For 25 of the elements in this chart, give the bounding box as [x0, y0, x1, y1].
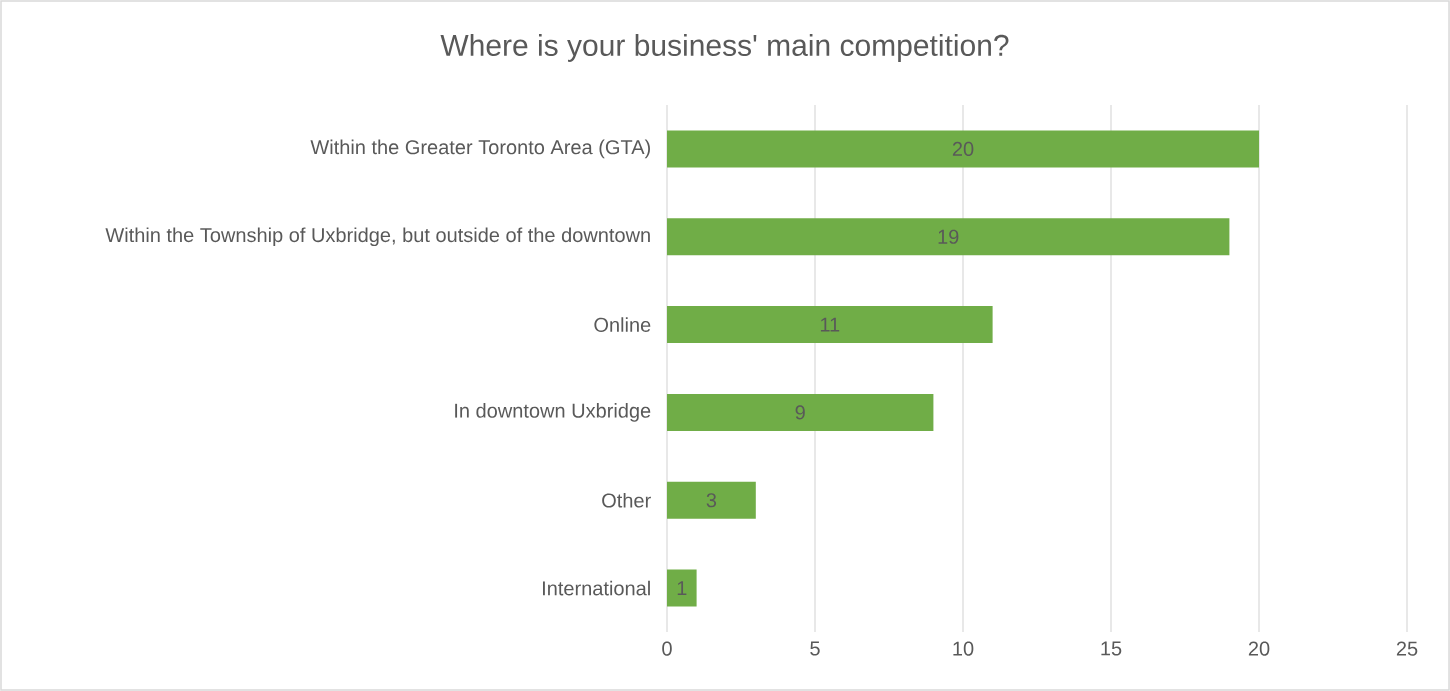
data-label: 3	[706, 493, 717, 508]
y-tick-label: Other	[602, 492, 651, 508]
x-tick-label: 20	[1248, 641, 1270, 656]
x-tick-label: 25	[1396, 641, 1418, 656]
chart-title: Where is your business' main competition?	[440, 34, 1009, 62]
data-label: 1	[677, 581, 687, 595]
x-tick-label: 10	[953, 641, 974, 656]
bar	[667, 306, 993, 344]
data-label: 9	[795, 405, 805, 420]
bar	[667, 481, 756, 519]
bar	[667, 569, 697, 607]
bar	[667, 218, 1230, 256]
y-tick-label: International	[542, 580, 650, 596]
bar	[667, 130, 1260, 168]
x-tick-label: 15	[1101, 641, 1122, 656]
y-tick-label: In downtown Uxbridge	[455, 403, 651, 422]
data-label: 19	[938, 229, 959, 244]
bar	[667, 393, 934, 431]
x-tick-label: 5	[810, 641, 820, 656]
data-label: 11	[820, 317, 840, 332]
data-label: 20	[952, 141, 974, 157]
y-tick-label: Within the Township of Uxbridge, but outside of the downtown	[105, 227, 650, 247]
y-tick-label: Online	[594, 317, 651, 332]
y-tick-label: Within the Greater Toronto Area (GTA)	[310, 139, 650, 159]
x-tick-label: 0	[662, 641, 672, 656]
